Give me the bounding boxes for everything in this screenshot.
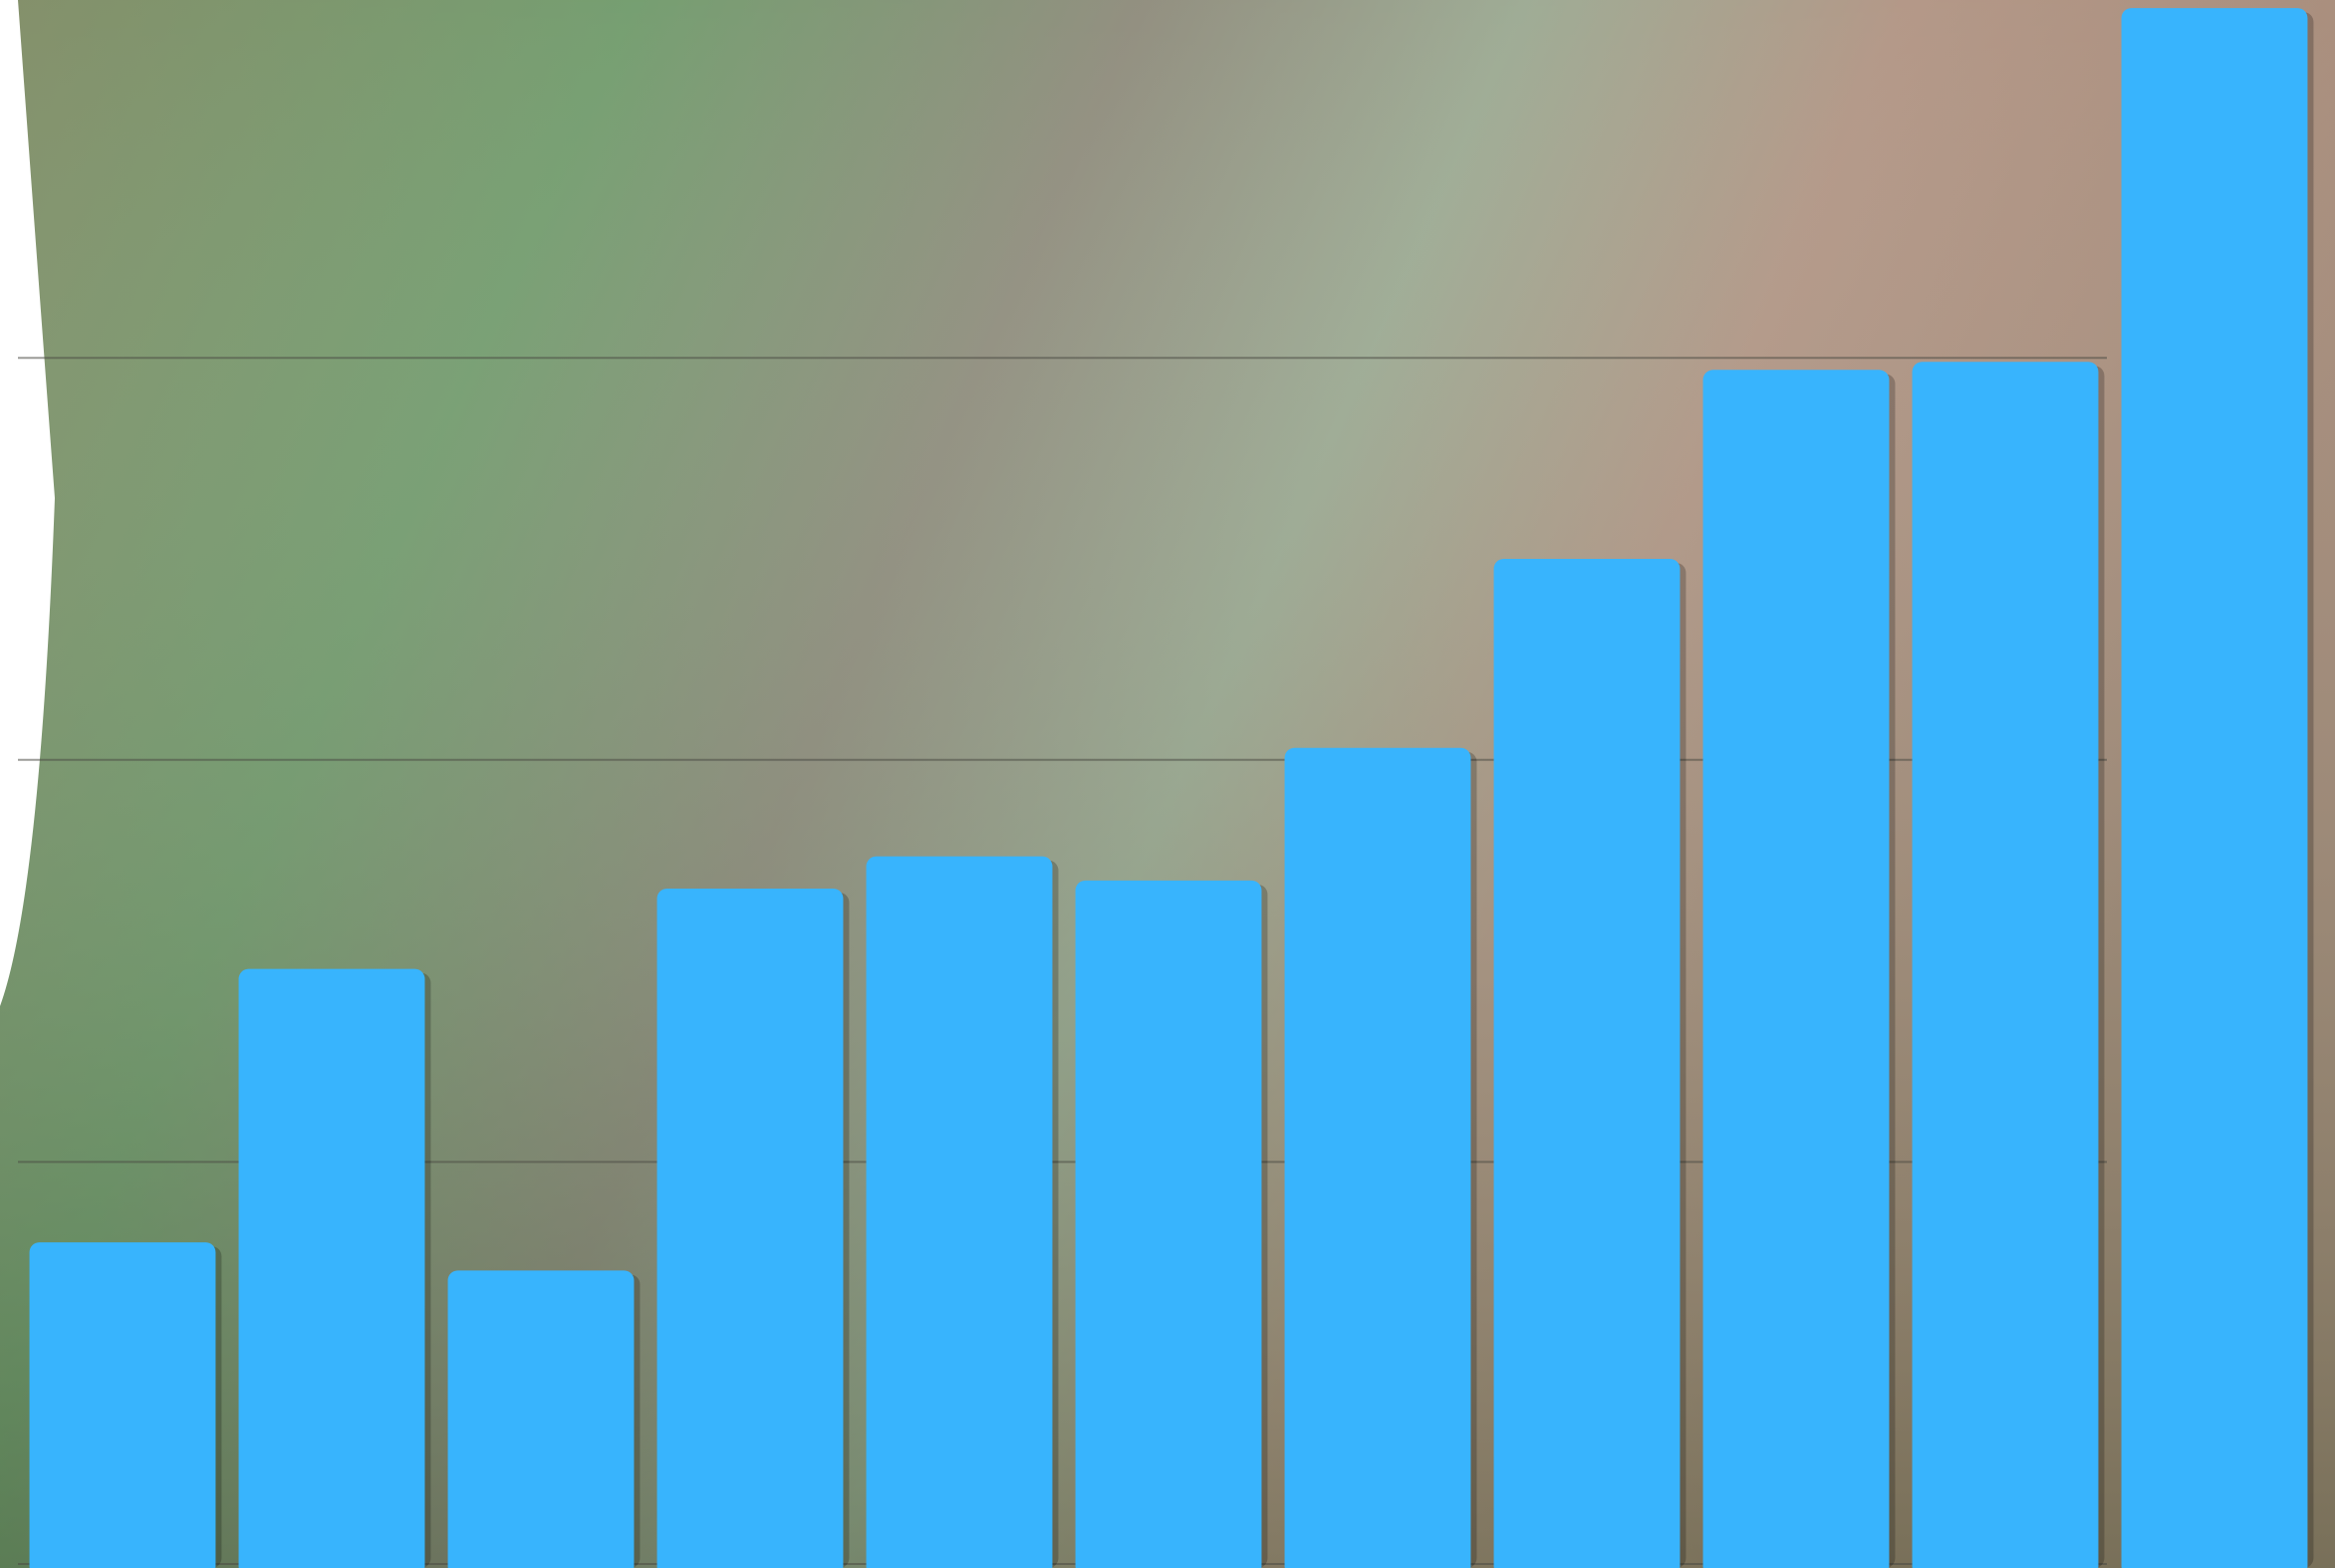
bar [866,856,1053,1568]
bar [1912,362,2099,1568]
bar [447,1270,635,1568]
bar [1284,747,1471,1568]
bar [1075,880,1262,1568]
bar [1702,370,1890,1568]
bar [656,888,844,1568]
bar [2121,8,2308,1568]
bar [238,968,425,1568]
plot-area [18,8,2314,1568]
torn-edge [0,0,55,1006]
bar [29,1242,216,1568]
bar [1493,559,1681,1568]
